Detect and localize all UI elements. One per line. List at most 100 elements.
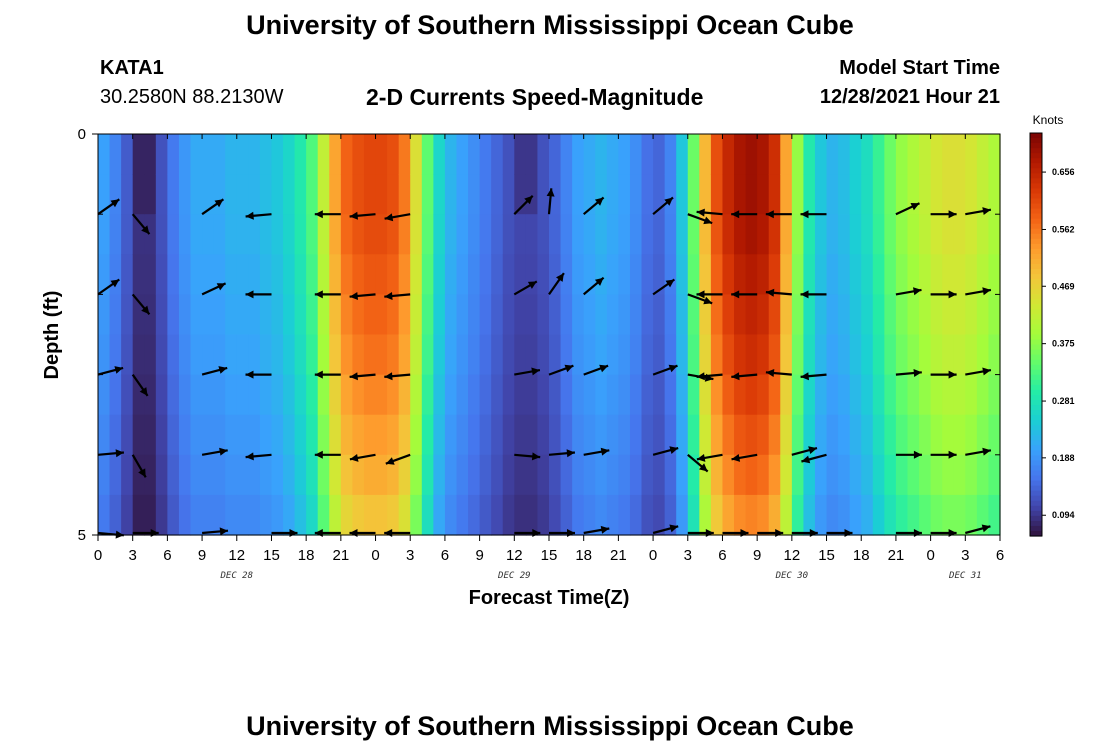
heatmap-cell	[814, 334, 828, 376]
heatmap-cell	[294, 254, 307, 295]
heatmap-cell	[953, 254, 966, 295]
heatmap-cell	[283, 374, 296, 416]
heatmap-cell	[202, 414, 215, 456]
colorbar-segment	[1030, 158, 1042, 164]
heatmap-cell	[375, 334, 388, 376]
heatmap-cell	[872, 214, 885, 255]
heatmap-cell	[225, 294, 238, 336]
heatmap-cell	[861, 374, 874, 416]
colorbar-segment	[1030, 208, 1042, 215]
heatmap-cell	[641, 334, 654, 376]
heatmap-cell	[930, 494, 943, 536]
heatmap-cell	[629, 374, 643, 416]
colorbar-segment	[1030, 258, 1042, 265]
heatmap-cell	[664, 454, 677, 496]
heatmap-cell	[190, 214, 203, 255]
heatmap-cell	[421, 294, 434, 336]
heatmap-cell	[433, 334, 446, 376]
heatmap-cell	[884, 174, 897, 215]
heatmap-cell	[803, 254, 816, 295]
colorbar-tick-label: 0.188	[1052, 453, 1075, 463]
colorbar-segment	[1030, 248, 1042, 255]
heatmap-cell	[872, 254, 885, 295]
heatmap-cell	[768, 254, 781, 295]
heatmap-cell	[826, 334, 839, 376]
heatmap-cell	[872, 294, 885, 336]
heatmap-cell	[780, 254, 793, 295]
x-tick-label: 3	[129, 547, 137, 564]
heatmap-cell	[641, 174, 654, 215]
heatmap-cell	[387, 454, 400, 496]
heatmap-cell	[699, 214, 712, 255]
x-tick-label: 6	[718, 547, 726, 564]
heatmap-cell	[155, 334, 168, 376]
colorbar-segment	[1030, 495, 1042, 502]
heatmap-cell	[178, 174, 192, 215]
heatmap-cell	[676, 334, 689, 376]
heatmap-cell	[965, 334, 978, 376]
colorbar-segment	[1030, 324, 1042, 331]
heatmap-cell	[757, 374, 770, 416]
heatmap-cell	[236, 374, 249, 416]
heatmap-cell	[421, 134, 434, 175]
heatmap-cell	[387, 494, 400, 536]
heatmap-cell	[456, 414, 469, 456]
heatmap-cell	[653, 454, 666, 496]
heatmap-cell	[629, 134, 643, 175]
heatmap-cell	[132, 374, 145, 416]
heatmap-cell	[629, 334, 643, 376]
heatmap-cell	[190, 334, 203, 376]
heatmap-cell	[942, 254, 955, 295]
heatmap-cell	[768, 214, 781, 255]
heatmap-cell	[178, 414, 192, 456]
heatmap-cell	[537, 494, 550, 536]
heatmap-cell	[537, 454, 550, 496]
heatmap-cell	[109, 174, 122, 215]
heatmap-cell	[352, 374, 365, 416]
heatmap-cell	[271, 134, 284, 175]
colorbar-segment	[1030, 485, 1042, 492]
heatmap-cell	[676, 174, 689, 215]
heatmap-cell	[907, 454, 920, 496]
heatmap-cell	[722, 174, 735, 215]
heatmap-cell	[98, 254, 111, 295]
heatmap-cell	[861, 414, 874, 456]
heatmap-cell	[329, 494, 342, 536]
x-tick-label: 9	[753, 547, 761, 564]
heatmap-cell	[132, 414, 145, 456]
current-arrow	[765, 288, 792, 297]
heatmap-cell	[826, 374, 839, 416]
heatmap-cell	[641, 374, 654, 416]
heatmap-cell	[814, 174, 828, 215]
heatmap-cell	[525, 454, 539, 496]
heatmap-cell	[144, 214, 157, 255]
heatmap-cell	[248, 254, 261, 295]
heatmap-cell	[132, 254, 145, 295]
heatmap-cell	[132, 174, 145, 215]
heatmap-cell	[248, 134, 261, 175]
heatmap-cell	[780, 454, 793, 496]
heatmap-cell	[340, 214, 354, 255]
heatmap-cell	[456, 174, 469, 215]
heatmap-cell	[549, 174, 562, 215]
heatmap-cell	[618, 214, 631, 255]
heatmap-cell	[421, 214, 434, 255]
heatmap-cell	[479, 174, 492, 215]
heatmap-cell	[317, 174, 330, 215]
heatmap-cell	[861, 494, 874, 536]
colorbar-segment	[1030, 470, 1042, 477]
heatmap-cell	[572, 334, 585, 376]
heatmap-cell	[456, 334, 469, 376]
heatmap-cell	[965, 294, 978, 336]
heatmap-cell	[479, 454, 492, 496]
current-arrow	[201, 282, 227, 296]
heatmap-cell	[271, 454, 284, 496]
heatmap-cell	[988, 174, 1001, 215]
colorbar-segment	[1030, 198, 1042, 205]
heatmap-cell	[375, 294, 388, 336]
heatmap-cell	[294, 174, 307, 215]
heatmap-cell	[329, 334, 342, 376]
heatmap-cell	[144, 374, 157, 416]
heatmap-cell	[352, 414, 365, 456]
heatmap-cell	[398, 294, 411, 336]
